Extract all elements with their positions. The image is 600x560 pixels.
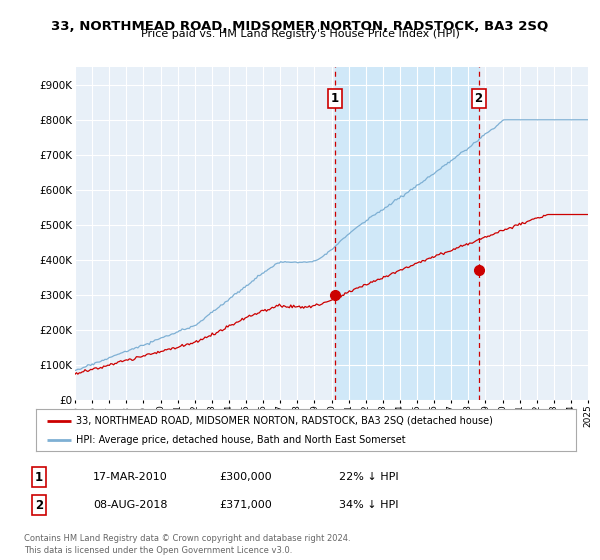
Text: 34% ↓ HPI: 34% ↓ HPI <box>339 500 398 510</box>
Bar <box>335 67 479 400</box>
Text: 17-MAR-2010: 17-MAR-2010 <box>93 472 168 482</box>
Text: £371,000: £371,000 <box>219 500 272 510</box>
Text: £300,000: £300,000 <box>219 472 272 482</box>
Text: 2: 2 <box>35 498 43 512</box>
Text: 33, NORTHMEAD ROAD, MIDSOMER NORTON, RADSTOCK, BA3 2SQ (detached house): 33, NORTHMEAD ROAD, MIDSOMER NORTON, RAD… <box>77 416 493 426</box>
Text: HPI: Average price, detached house, Bath and North East Somerset: HPI: Average price, detached house, Bath… <box>77 435 406 445</box>
Text: 08-AUG-2018: 08-AUG-2018 <box>93 500 167 510</box>
Text: 33, NORTHMEAD ROAD, MIDSOMER NORTON, RADSTOCK, BA3 2SQ: 33, NORTHMEAD ROAD, MIDSOMER NORTON, RAD… <box>52 20 548 32</box>
Text: 22% ↓ HPI: 22% ↓ HPI <box>339 472 398 482</box>
Text: Contains HM Land Registry data © Crown copyright and database right 2024.
This d: Contains HM Land Registry data © Crown c… <box>24 534 350 555</box>
Text: 1: 1 <box>331 92 339 105</box>
Text: Price paid vs. HM Land Registry's House Price Index (HPI): Price paid vs. HM Land Registry's House … <box>140 29 460 39</box>
Text: 2: 2 <box>475 92 482 105</box>
Text: 1: 1 <box>35 470 43 484</box>
